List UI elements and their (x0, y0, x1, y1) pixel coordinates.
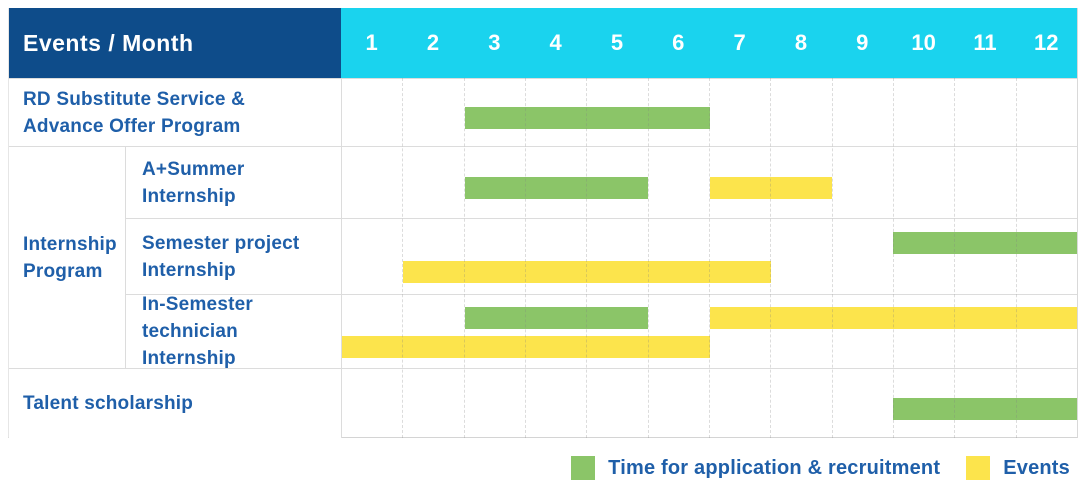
gantt-bar-application (464, 307, 649, 330)
row-label-in-semester-technician: In-Semester technician Internship (125, 294, 341, 369)
month-header-cell: 1 (365, 30, 378, 55)
gantt-track-rd-substitute (341, 78, 1077, 146)
table-header-title: Events / Month (9, 8, 341, 78)
month-header-cell: 9 (856, 30, 869, 55)
month-header-cell: 6 (672, 30, 685, 55)
month-header-cell: 7 (733, 30, 746, 55)
row-label-line: A+Summer (142, 158, 245, 180)
gantt-track-a-plus-summer (341, 146, 1077, 218)
month-header-cell: 5 (610, 30, 624, 55)
month-header-cell: 4 (549, 30, 562, 55)
row-label-line: Internship (142, 185, 236, 207)
gantt-bar-application (893, 231, 1077, 254)
gantt-bar-events (342, 335, 710, 358)
gantt-track-in-semester-technician (341, 294, 1077, 368)
group-label-line: Program (23, 260, 103, 282)
legend-item-application: Time for application & recruitment (571, 456, 940, 480)
month-header-cell: 11 (973, 30, 997, 55)
month-header-cell: 10 (911, 30, 936, 55)
gantt-bar-application (893, 397, 1077, 420)
legend-swatch-green (571, 456, 596, 480)
group-label-internship-program: Internship Program (9, 146, 125, 368)
gantt-bar-application (464, 107, 710, 130)
gantt-bar-application (464, 176, 649, 199)
month-header-row: 1 2 3 4 5 6 7 8 9 10 11 12 (341, 8, 1077, 78)
gantt-bar-events (709, 176, 832, 199)
month-header-cell: 8 (794, 30, 808, 55)
row-label-line: Talent scholarship (23, 393, 194, 414)
row-label-line: Advance Offer Program (23, 115, 241, 137)
gantt-track-talent-scholarship (341, 368, 1077, 438)
month-header-cell: 2 (426, 30, 440, 55)
row-label-line: Semester project (142, 232, 300, 254)
row-label-semester-project: Semester project Internship (125, 218, 341, 294)
row-label-line: In-Semester (142, 294, 253, 315)
legend-label: Events (1003, 456, 1070, 479)
legend-label: Time for application & recruitment (608, 456, 941, 479)
gantt-track-semester-project (341, 218, 1077, 294)
row-label-line: Internship (142, 259, 236, 281)
row-label-a-plus-summer: A+Summer Internship (125, 146, 341, 218)
month-header-cell: 12 (1034, 30, 1059, 55)
legend-swatch-yellow (966, 456, 991, 480)
month-header-cell: 3 (488, 30, 501, 55)
legend-item-events: Events (966, 456, 1070, 480)
row-label-line: technician Internship (142, 321, 238, 369)
row-label-talent-scholarship: Talent scholarship (9, 368, 341, 438)
gantt-bar-events (403, 261, 771, 283)
legend: Time for application & recruitment Event… (8, 452, 1078, 484)
row-label-line: RD Substitute Service & (23, 88, 246, 110)
gantt-bar-events (709, 307, 1077, 330)
row-label-rd-substitute: RD Substitute Service & Advance Offer Pr… (9, 78, 341, 146)
events-month-table: Events / Month 1 2 3 4 5 6 7 8 9 10 11 12 RD Substi… (8, 8, 1078, 438)
group-label-line: Internship (23, 233, 117, 255)
